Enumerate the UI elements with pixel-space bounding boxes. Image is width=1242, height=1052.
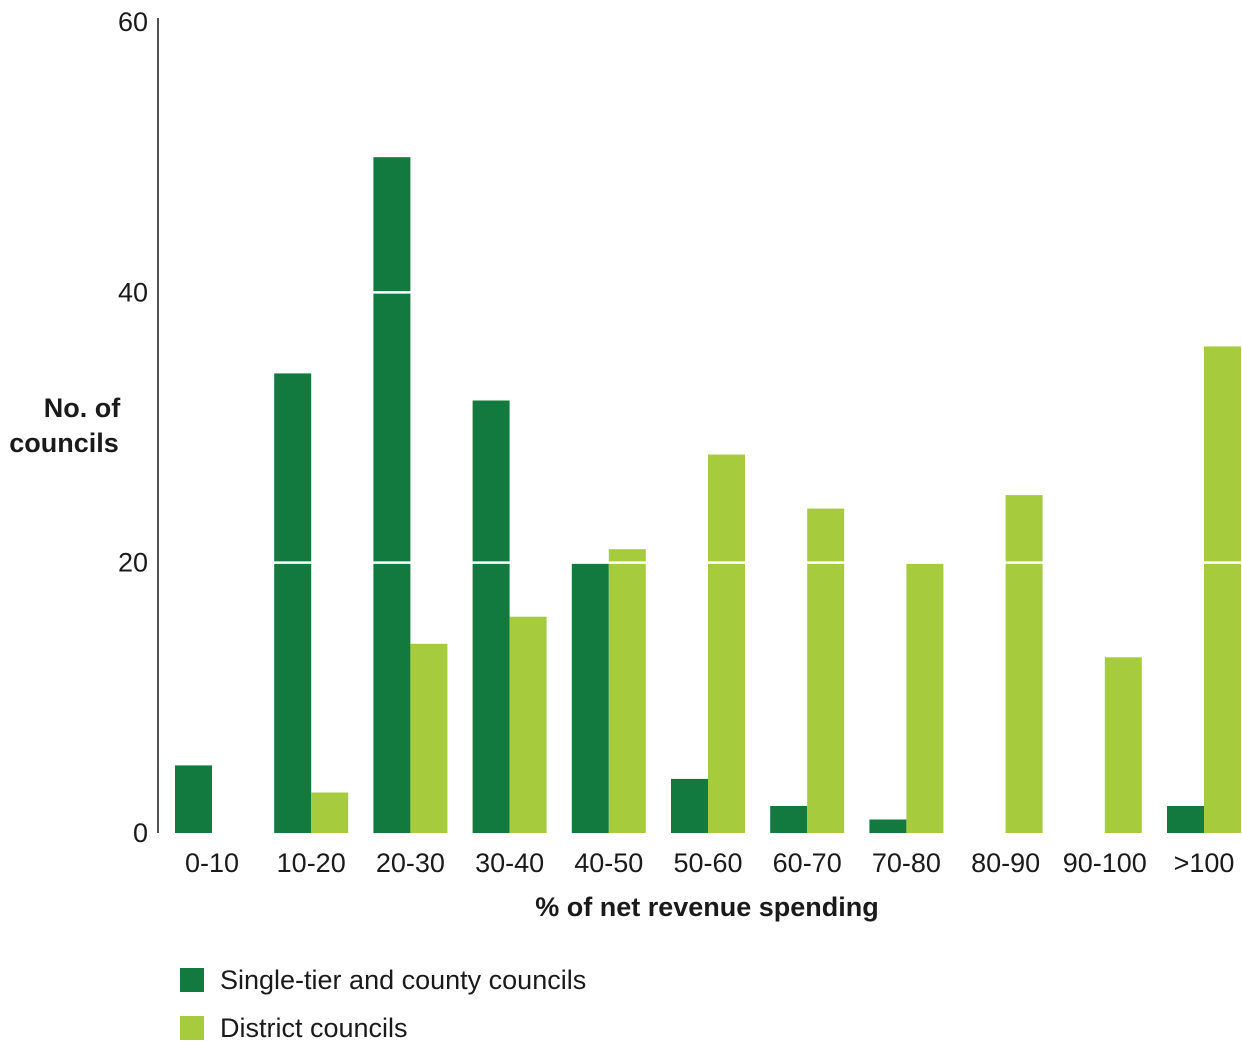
x-tick-label-7: 70-80 [872,848,941,878]
bar-single-tier-7 [869,819,907,833]
bar-district-4 [608,549,646,833]
bar-chart: 0 20 40 60 0-10 10-20 20-30 30-40 40-50 50-60 60-… [9,7,1242,922]
bar-district-8 [1005,495,1043,833]
bar-district-3 [509,616,547,833]
x-tick-labels: 0-10 10-20 20-30 30-40 40-50 50-60 60-70 70-80 8… [185,848,1234,878]
bar-district-10 [1204,346,1241,833]
y-tick-label-20: 20 [118,548,148,578]
legend-swatch-single-tier [180,968,204,992]
x-tick-label-3: 30-40 [475,848,544,878]
bar-single-tier-2 [373,157,411,833]
legend-label-single-tier: Single-tier and county councils [220,964,587,995]
bar-district-6 [807,508,845,833]
x-tick-label-10: >100 [1174,848,1235,878]
bar-single-tier-6 [770,806,808,833]
bar-district-2 [410,643,448,833]
x-tick-label-4: 40-50 [574,848,643,878]
legend-swatch-district [180,1016,204,1040]
x-tick-label-0: 0-10 [185,848,239,878]
bar-single-tier-5 [671,778,708,833]
y-tick-label-0: 0 [133,818,148,848]
y-axis-title-line-1: No. of [44,393,121,423]
bar-district-1 [311,792,349,833]
bar-single-tier-4 [571,562,609,833]
bar-single-tier-3 [472,400,510,833]
bar-district-7 [906,562,944,833]
bar-single-tier-0 [175,765,212,833]
y-tick-labels: 0 20 40 60 [118,7,148,848]
gridlines-group [159,291,1242,564]
bar-single-tier-1 [274,373,312,833]
y-tick-label-60: 60 [118,7,148,37]
y-axis-title-line-2: councils [9,428,119,458]
x-tick-label-5: 50-60 [673,848,742,878]
bar-single-tier-10 [1167,806,1204,833]
legend-label-district: District councils [220,1012,408,1043]
legend-item-district: District councils [180,1004,586,1052]
x-tick-label-9: 90-100 [1063,848,1147,878]
x-tick-label-1: 10-20 [277,848,346,878]
x-tick-label-6: 60-70 [773,848,842,878]
bars-group [175,157,1241,833]
bar-district-9 [1104,657,1142,833]
x-axis-title: % of net revenue spending [535,892,879,922]
x-tick-label-8: 80-90 [971,848,1040,878]
bar-district-5 [708,454,745,833]
x-tick-label-2: 20-30 [376,848,445,878]
legend-item-single-tier: Single-tier and county councils [180,956,586,1004]
y-tick-label-40: 40 [118,277,148,307]
